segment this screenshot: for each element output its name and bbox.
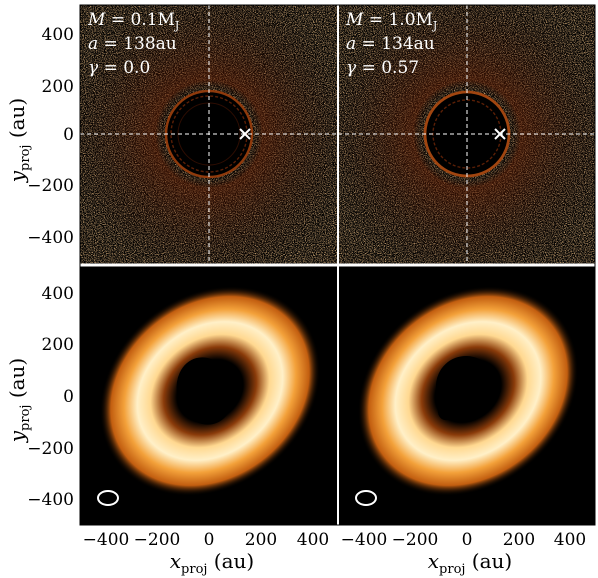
panel-top-right xyxy=(338,5,595,265)
x-tick-label: −200 xyxy=(392,530,439,550)
label-block-tl: M = 0.1MJ a = 138au γ = 0.0 xyxy=(87,10,179,78)
y-axis-title-top: yproj (au) xyxy=(5,98,33,184)
y-tick-label: 0 xyxy=(63,387,74,407)
x-tick-label: 200 xyxy=(503,530,535,550)
planet-cross-marker-tl xyxy=(239,128,251,140)
x-tick-label: 0 xyxy=(462,530,473,550)
y-tick-label: 200 xyxy=(42,335,74,355)
planet-cross-marker-tr xyxy=(494,128,506,140)
y-axis-title-bottom: yproj (au) xyxy=(5,358,33,444)
label-semimajor-tr: a = 134au xyxy=(346,34,435,54)
x-ticks-left: −400 −200 0 200 400 xyxy=(83,530,330,550)
y-tick-label: 0 xyxy=(63,125,74,145)
panel-bottom-left xyxy=(80,265,338,525)
y-tick-label: −400 xyxy=(27,490,74,510)
x-tick-label: −400 xyxy=(83,530,130,550)
x-axis-title-left: xproj (au) xyxy=(170,549,254,577)
label-gamma-tr: γ = 0.57 xyxy=(346,58,419,78)
y-tick-label: 400 xyxy=(42,284,74,304)
label-mass-tl: M = 0.1MJ xyxy=(87,10,179,32)
y-tick-label: −200 xyxy=(27,176,74,196)
y-tick-label: −200 xyxy=(27,439,74,459)
x-tick-label: 400 xyxy=(554,530,586,550)
beam-ellipse-br xyxy=(355,490,377,506)
panel-top-left xyxy=(80,5,338,265)
beam-ellipse-bl xyxy=(97,490,119,506)
y-tick-label: 400 xyxy=(42,25,74,45)
x-tick-label: 200 xyxy=(245,530,277,550)
label-gamma-tl: γ = 0.0 xyxy=(88,58,150,78)
label-semimajor-tl: a = 138au xyxy=(88,34,177,54)
y-tick-label: −400 xyxy=(27,228,74,248)
label-mass-tr: M = 1.0MJ xyxy=(345,10,437,32)
x-tick-label: −200 xyxy=(134,530,181,550)
label-block-tr: M = 1.0MJ a = 134au γ = 0.57 xyxy=(345,10,437,78)
x-tick-label: 400 xyxy=(297,530,329,550)
x-ticks-right: −400 −200 0 200 400 xyxy=(341,530,587,550)
x-tick-label: 0 xyxy=(204,530,215,550)
y-ticks-top: 400 200 0 −200 −400 xyxy=(27,25,74,248)
y-ticks-bottom: 400 200 0 −200 −400 xyxy=(27,284,74,510)
panel-bottom-right xyxy=(338,265,595,525)
x-tick-label: −400 xyxy=(341,530,388,550)
y-tick-label: 200 xyxy=(42,77,74,97)
x-axis-title-right: xproj (au) xyxy=(428,549,512,577)
